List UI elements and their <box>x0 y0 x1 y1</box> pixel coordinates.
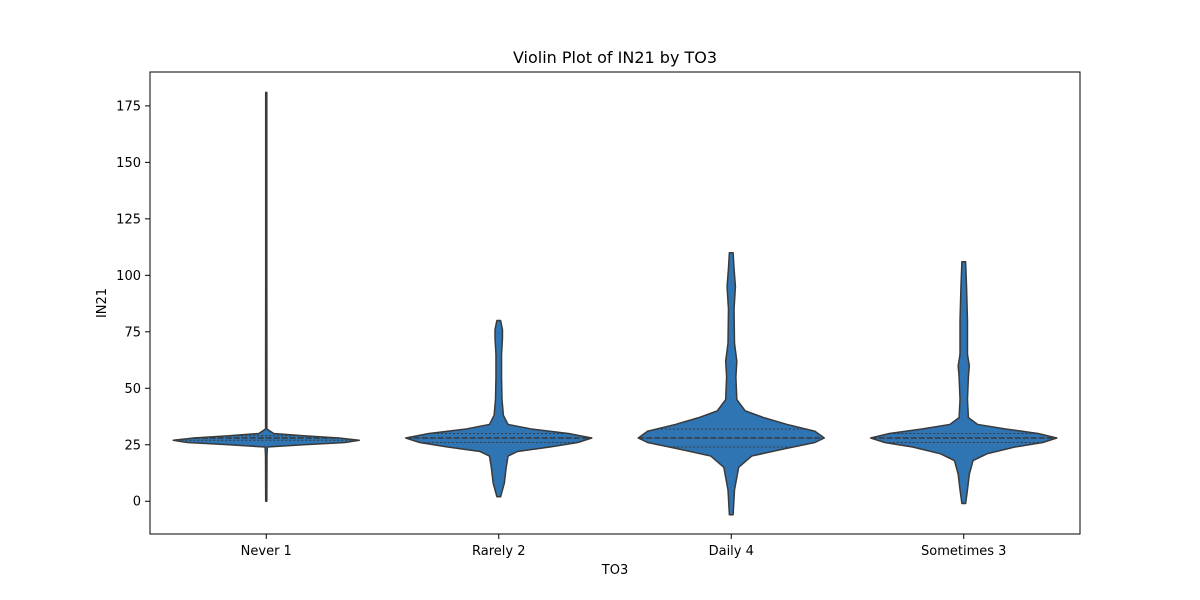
y-tick-label: 0 <box>133 495 141 510</box>
chart-title: Violin Plot of IN21 by TO3 <box>513 48 717 67</box>
violin-body <box>405 319 593 498</box>
y-axis: 0 25 50 75 100 125 150 175 <box>116 99 150 510</box>
y-tick-label: 175 <box>116 99 141 114</box>
x-axis-label: TO3 <box>601 563 628 578</box>
violin-body <box>637 251 825 516</box>
y-tick-label: 100 <box>116 269 141 284</box>
x-tick-label: Sometimes 3 <box>921 544 1006 559</box>
y-tick-label: 75 <box>124 325 141 340</box>
y-tick-label: 50 <box>124 382 141 397</box>
violin-body <box>870 261 1058 505</box>
y-axis-label: IN21 <box>95 288 110 318</box>
y-tick-label: 125 <box>116 212 141 227</box>
y-tick-label: 150 <box>116 156 141 171</box>
x-tick-label: Never 1 <box>241 544 292 559</box>
x-tick-label: Daily 4 <box>709 544 754 559</box>
x-axis: Never 1 Rarely 2 Daily 4 Sometimes 3 <box>241 534 1006 559</box>
plot-frame <box>149 71 1081 535</box>
violin-group <box>172 91 1058 516</box>
x-tick-label: Rarely 2 <box>472 544 525 559</box>
y-tick-label: 25 <box>124 438 141 453</box>
violin-body <box>172 91 360 502</box>
